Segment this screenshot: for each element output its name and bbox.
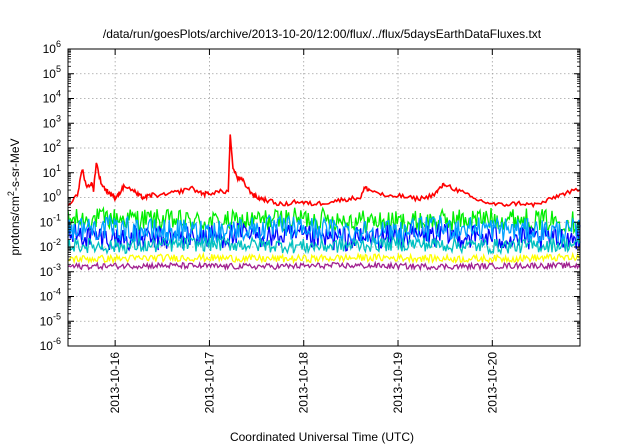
data-layer — [67, 134, 581, 272]
y-tick-label: 10-3 — [40, 262, 61, 279]
x-tick-label: 2013-10-20 — [485, 352, 499, 414]
y-axis-title: protons/cm2-s-sr-MeV — [6, 138, 22, 255]
y-tick-base: 10 — [43, 42, 57, 56]
y-tick-base: 10 — [43, 116, 57, 130]
flux-series-line — [67, 205, 581, 235]
y-tick-exponent: 5 — [56, 64, 61, 74]
x-axis-title: Coordinated Universal Time (UTC) — [230, 430, 414, 444]
frame-layer — [67, 48, 581, 347]
y-tick-labels: 10610510410310210110010-110-210-310-410-… — [40, 39, 61, 353]
y-tick-label: 106 — [43, 39, 61, 56]
y-tick-exponent: 1 — [56, 163, 61, 173]
y-tick-exponent: 0 — [56, 188, 61, 198]
y-tick-exponent: -4 — [53, 287, 61, 297]
flux-series-line — [67, 260, 581, 272]
y-tick-base: 10 — [43, 141, 57, 155]
y-tick-exponent: -3 — [53, 262, 61, 272]
flux-series-line-red — [67, 134, 581, 209]
y-tick-base: 10 — [40, 339, 54, 353]
y-tick-label: 102 — [43, 138, 61, 155]
y-tick-base: 10 — [40, 240, 54, 254]
x-tick-label: 2013-10-18 — [297, 352, 311, 414]
y-tick-label: 10-5 — [40, 311, 61, 328]
x-tick-label: 2013-10-16 — [108, 352, 122, 414]
y-tick-label: 105 — [43, 64, 61, 81]
y-tick-exponent: 6 — [56, 39, 61, 49]
x-tick-label: 2013-10-17 — [202, 352, 216, 414]
y-tick-exponent: 3 — [56, 113, 61, 123]
y-tick-label: 101 — [43, 163, 61, 180]
y-tick-exponent: -5 — [53, 311, 61, 321]
y-tick-base: 10 — [40, 314, 54, 328]
y-tick-base: 10 — [43, 191, 57, 205]
y-axis-title-rest: -s-sr-MeV — [8, 138, 22, 191]
y-tick-label: 10-1 — [40, 212, 61, 229]
y-tick-label: 10-2 — [40, 237, 61, 254]
y-axis-title-superscript: 2 — [6, 191, 16, 196]
y-tick-base: 10 — [43, 92, 57, 106]
y-axis-title-base: protons/cm — [8, 196, 22, 255]
y-tick-exponent: 2 — [56, 138, 61, 148]
x-tick-labels: 2013-10-16 2013-10-17 2013-10-18 2013-10-19… — [108, 352, 499, 414]
chart-title: /data/run/goesPlots/archive/2013-10-20/1… — [103, 27, 542, 41]
y-tick-label: 103 — [43, 113, 61, 130]
y-tick-base: 10 — [40, 265, 54, 279]
y-tick-base: 10 — [40, 215, 54, 229]
y-tick-exponent: -6 — [53, 336, 61, 346]
y-tick-base: 10 — [43, 67, 57, 81]
y-tick-label: 10-4 — [40, 287, 61, 304]
y-tick-exponent: -1 — [53, 212, 61, 222]
y-tick-label: 104 — [43, 89, 61, 106]
y-tick-label: 10-6 — [40, 336, 61, 353]
y-tick-base: 10 — [43, 166, 57, 180]
y-tick-base: 10 — [40, 290, 54, 304]
y-tick-label: 100 — [43, 188, 61, 205]
y-tick-exponent: 4 — [56, 89, 61, 99]
flux-series-line — [67, 235, 581, 256]
x-tick-label: 2013-10-19 — [391, 352, 405, 414]
plot-frame — [67, 48, 581, 347]
y-tick-exponent: -2 — [53, 237, 61, 247]
flux-series-line — [67, 251, 581, 265]
flux-series-line — [67, 213, 581, 245]
grid-layer — [68, 49, 580, 346]
